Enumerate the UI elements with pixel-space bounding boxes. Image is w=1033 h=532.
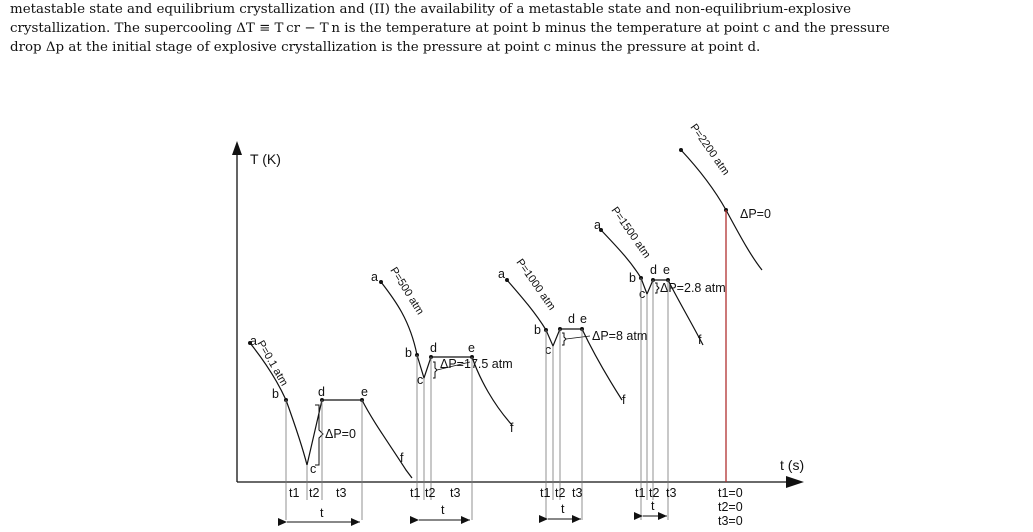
t3-label-1: t3 [336,486,346,500]
t1-zero-label: t1=0 [718,486,743,500]
pt-b-4: b [629,271,636,285]
delta-p-1: ΔP=0 [325,427,356,441]
t3-label-2: t3 [450,486,460,500]
delta-p-2: ΔP=17.5 atm [440,357,513,371]
t1-label-4: t1 [635,486,645,500]
pt-c-4: c [639,287,645,301]
pressure-label-5: P=2200 atm [688,122,732,178]
t2-label-3: t2 [555,486,565,500]
pt-a-1: a [250,334,257,348]
y-axis-label: T (K) [250,151,281,167]
t3-label-4: t3 [666,486,676,500]
pt-e-1: e [361,385,368,399]
pt-c-3: c [545,343,551,357]
pt-b-2: b [405,346,412,360]
caption-line-1: metastable state and equilibrium crystal… [10,2,852,17]
t3-label-3: t3 [572,486,582,500]
pt-f-2: f [510,421,514,435]
curve-p-2200: P=2200 atm ΔP=0 [679,122,771,482]
pt-c-1: c [310,462,316,476]
pt-a-3: a [498,267,505,281]
pt-d-3: d [568,312,575,326]
pressure-label-3: P=1000 atm [514,257,558,313]
pt-e-2: e [468,341,475,355]
pt-f-4: f [698,333,702,347]
t1-label-3: t1 [540,486,550,500]
t-labels: t1 t2 t3 t t1 t2 t3 t t1 t2 t3 t t1 t2 t… [278,486,743,528]
pressure-label-1: P=0.1 atm [254,339,290,389]
x-axis-label: t (s) [780,457,804,473]
pt-a-4: a [594,218,601,232]
t-label-3: t [561,502,565,516]
pt-d-2: d [430,341,437,355]
pt-b-1: b [272,387,279,401]
pt-d-4: d [650,263,657,277]
pt-d-1: d [318,385,325,399]
t1-label-1: t1 [289,486,299,500]
pt-a-2: a [371,270,378,284]
pt-e-3: e [580,312,587,326]
pt-f-1: f [400,451,404,465]
pt-e-4: e [663,263,670,277]
t2-zero-label: t2=0 [718,500,743,514]
curve-p-1000: a b c d e f P=1000 atm ΔP=8 atm [498,257,647,520]
delta-p-3: ΔP=8 atm [592,329,647,343]
t2-label-4: t2 [649,486,659,500]
t-label-2: t [441,503,445,517]
caption-line-2: crystallization. The supercooling ΔT ≡ T… [10,21,890,36]
pressure-label-4: P=1500 atm [609,205,653,261]
delta-p-5: ΔP=0 [740,207,771,221]
y-axis-arrow-icon [232,141,242,155]
caption-line-3: drop Δp at the initial stage of explosiv… [10,40,761,55]
t2-label-2: t2 [425,486,435,500]
delta-p-4: ΔP=2.8 atm [660,281,726,295]
t3-zero-label: t3=0 [718,514,743,528]
pt-f-3: f [622,393,626,407]
pressure-label-2: P=500 atm [387,265,426,317]
t1-label-2: t1 [410,486,420,500]
curve-p-1500: a b c d e f P=1500 atm ΔP=2.8 atm [594,205,726,520]
pt-b-3: b [534,323,541,337]
t-label-1: t [320,506,324,520]
figure-caption: metastable state and equilibrium crystal… [10,0,1025,57]
t-label-4: t [651,499,655,513]
t2-label-1: t2 [309,486,319,500]
curve-p-0-1: a b c d e f P=0.1 atm ΔP=0 [248,334,413,520]
pt-c-2: c [417,373,423,387]
x-axis-arrow-icon [786,476,804,488]
